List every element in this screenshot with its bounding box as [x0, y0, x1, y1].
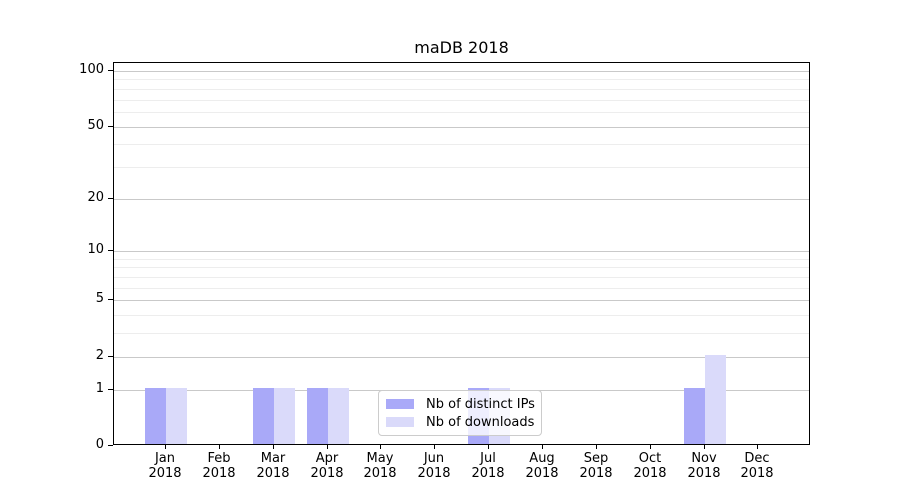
y-tick-label: 1	[95, 381, 104, 396]
x-tick-mark	[650, 445, 651, 449]
legend-swatch-distinct-ips	[386, 399, 414, 409]
bar-distinct-ips	[307, 388, 328, 444]
bar-downloads	[328, 388, 349, 444]
y-minor-gridline	[114, 167, 809, 168]
bar-downloads	[274, 388, 295, 444]
y-minor-gridline	[114, 89, 809, 90]
x-tick-label: Oct 2018	[633, 451, 667, 481]
y-tick-mark	[108, 70, 113, 71]
chart-title: maDB 2018	[414, 38, 509, 57]
legend-item: Nb of downloads	[386, 415, 534, 430]
y-minor-gridline	[114, 79, 809, 80]
x-tick-mark	[165, 445, 166, 449]
legend: Nb of distinct IPs Nb of downloads	[378, 390, 542, 436]
x-tick-label: Dec 2018	[740, 451, 774, 481]
x-tick-label: Jul 2018	[471, 451, 505, 481]
x-tick-mark	[219, 445, 220, 449]
bar-distinct-ips	[253, 388, 274, 444]
y-minor-gridline	[114, 259, 809, 260]
y-tick-mark	[108, 250, 113, 251]
y-major-gridline	[114, 251, 809, 252]
y-minor-gridline	[114, 277, 809, 278]
y-minor-gridline	[114, 288, 809, 289]
y-minor-gridline	[114, 100, 809, 101]
y-tick-mark	[108, 356, 113, 357]
x-tick-mark	[704, 445, 705, 449]
bar-downloads	[166, 388, 187, 444]
y-tick-label: 100	[79, 62, 104, 77]
y-tick-mark	[108, 299, 113, 300]
y-minor-gridline	[114, 267, 809, 268]
bar-downloads	[705, 355, 726, 444]
x-tick-label: May 2018	[363, 451, 397, 481]
y-minor-gridline	[114, 333, 809, 334]
y-major-gridline	[114, 199, 809, 200]
legend-swatch-downloads	[386, 417, 414, 427]
x-tick-label: Nov 2018	[687, 451, 721, 481]
y-tick-label: 50	[87, 118, 104, 133]
x-tick-mark	[273, 445, 274, 449]
x-tick-mark	[434, 445, 435, 449]
x-tick-label: Jun 2018	[417, 451, 451, 481]
y-tick-mark	[108, 126, 113, 127]
x-tick-label: Sep 2018	[579, 451, 613, 481]
x-tick-mark	[380, 445, 381, 449]
y-minor-gridline	[114, 144, 809, 145]
x-tick-mark	[757, 445, 758, 449]
y-major-gridline	[114, 300, 809, 301]
y-tick-label: 5	[95, 291, 104, 306]
legend-label: Nb of distinct IPs	[426, 396, 535, 412]
y-tick-mark	[108, 389, 113, 390]
x-tick-mark	[327, 445, 328, 449]
y-tick-mark	[108, 445, 113, 446]
plot-area	[113, 62, 810, 445]
y-minor-gridline	[114, 112, 809, 113]
x-tick-label: Apr 2018	[310, 451, 344, 481]
y-tick-mark	[108, 198, 113, 199]
y-tick-label: 10	[87, 242, 104, 257]
x-tick-mark	[596, 445, 597, 449]
legend-label: Nb of downloads	[426, 414, 535, 430]
y-tick-label: 0	[95, 437, 104, 452]
bar-distinct-ips	[684, 388, 705, 444]
x-tick-label: Jan 2018	[148, 451, 182, 481]
y-minor-gridline	[114, 315, 809, 316]
x-tick-label: Aug 2018	[525, 451, 559, 481]
y-major-gridline	[114, 127, 809, 128]
legend-item: Nb of distinct IPs	[386, 396, 535, 412]
y-major-gridline	[114, 71, 809, 72]
y-tick-label: 2	[95, 348, 104, 363]
x-tick-label: Feb 2018	[202, 451, 236, 481]
y-tick-label: 20	[87, 190, 104, 205]
x-tick-mark	[488, 445, 489, 449]
y-major-gridline	[114, 357, 809, 358]
bar-distinct-ips	[145, 388, 166, 444]
x-tick-mark	[542, 445, 543, 449]
x-tick-label: Mar 2018	[256, 451, 290, 481]
